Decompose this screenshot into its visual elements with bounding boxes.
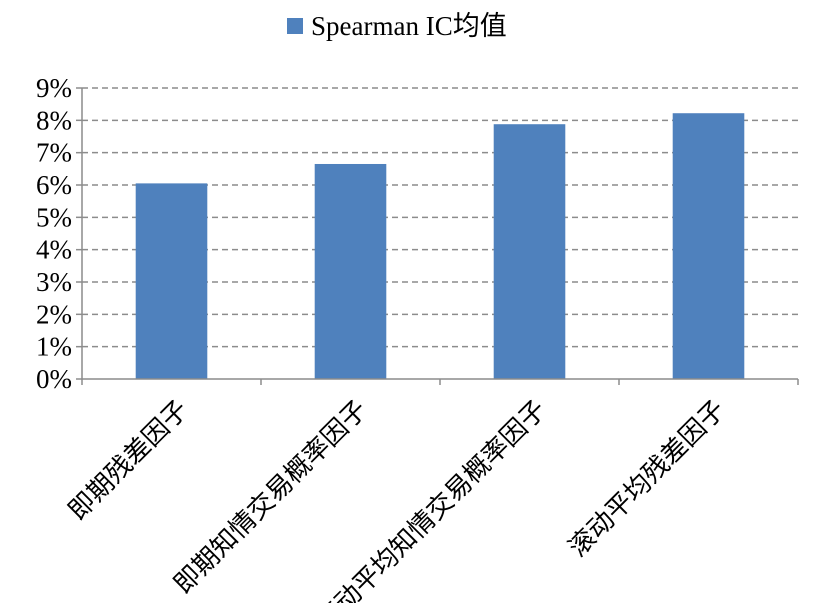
y-tick-label: 8% <box>36 105 72 135</box>
y-tick-label: 4% <box>36 235 72 265</box>
x-category-label: 即期残差因子 <box>63 395 194 526</box>
y-tick-label: 0% <box>36 364 72 394</box>
y-axis-ticks: 0%1%2%3%4%5%6%7%8%9% <box>36 73 82 394</box>
bars <box>135 113 745 379</box>
x-axis-ticks <box>81 379 799 385</box>
y-tick-label: 1% <box>36 332 72 362</box>
bar <box>493 124 566 379</box>
x-category-label: 滚动平均残差因子 <box>563 395 731 563</box>
y-tick-label: 3% <box>36 267 72 297</box>
legend-label: Spearman IC均值 <box>311 11 507 41</box>
y-tick-label: 9% <box>36 73 72 103</box>
bar <box>672 113 745 379</box>
y-tick-label: 5% <box>36 202 72 232</box>
y-tick-label: 7% <box>36 138 72 168</box>
y-tick-label: 6% <box>36 170 72 200</box>
legend-swatch <box>287 18 303 34</box>
x-category-label: 即期知情交易概率因子 <box>168 395 372 599</box>
legend: Spearman IC均值 <box>287 11 507 41</box>
bar <box>314 163 387 379</box>
bar <box>135 183 208 379</box>
y-tick-label: 2% <box>36 299 72 329</box>
